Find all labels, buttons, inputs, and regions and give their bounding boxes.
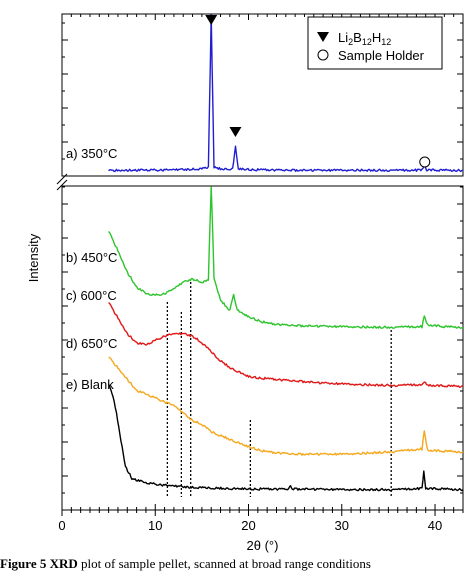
x-tick-label: 0 xyxy=(58,518,65,533)
legend-label-part: Li xyxy=(338,30,348,45)
legend-box xyxy=(307,16,443,70)
bottom-panel-frame xyxy=(61,185,464,511)
legend-label-part: 12 xyxy=(362,37,372,47)
plot-frames xyxy=(56,13,464,511)
series-line xyxy=(108,14,463,173)
legend-triangle-icon xyxy=(317,32,329,42)
legend-label-part: H xyxy=(372,30,381,45)
series-label: c) 600°C xyxy=(66,288,117,303)
peak-markers xyxy=(205,15,431,168)
axis-labels: 2θ (°) Intensity xyxy=(26,233,278,553)
x-tick-label: 40 xyxy=(428,518,442,533)
circle-marker-icon xyxy=(419,156,431,168)
caption-text: plot of sample pellet, scanned at broad … xyxy=(77,556,371,571)
series-label: e) Blank xyxy=(66,377,114,392)
figure-caption: Figure 5 XRD plot of sample pellet, scan… xyxy=(0,556,474,572)
y-axis-title: Intensity xyxy=(26,233,41,282)
x-tick-label: 10 xyxy=(148,518,162,533)
series-line xyxy=(107,384,464,492)
x-axis-title: 2θ (°) xyxy=(247,538,279,553)
series-line xyxy=(108,302,464,388)
top-panel-frame xyxy=(61,13,464,177)
series-line xyxy=(108,356,464,456)
legend-label-part: B xyxy=(353,30,362,45)
legend-label-part: 2 xyxy=(348,37,353,47)
series-label: a) 350°C xyxy=(66,146,117,161)
legend-label-part: 12 xyxy=(381,37,391,47)
series-line xyxy=(108,186,464,329)
reference-lines xyxy=(166,282,392,497)
legend-label: Sample Holder xyxy=(338,48,425,63)
series-lines xyxy=(107,14,464,492)
triangle-marker-icon xyxy=(229,127,242,137)
series-labels: a) 350°C b) 450°C c) 600°C d) 650°C e) Blank xyxy=(66,146,117,392)
x-tick-label: 20 xyxy=(241,518,255,533)
series-label: d) 650°C xyxy=(66,336,117,351)
caption-lead: Figure 5 XRD xyxy=(0,556,78,571)
series-label: b) 450°C xyxy=(66,250,117,265)
axis-break-mark xyxy=(56,179,68,191)
legend-label: Li2B12H12 xyxy=(338,30,391,47)
axis-ticks: 0 10 20 30 40 xyxy=(58,14,464,533)
triangle-marker-icon xyxy=(205,15,218,25)
x-tick-label: 30 xyxy=(335,518,349,533)
legend-circle-icon xyxy=(317,49,329,61)
